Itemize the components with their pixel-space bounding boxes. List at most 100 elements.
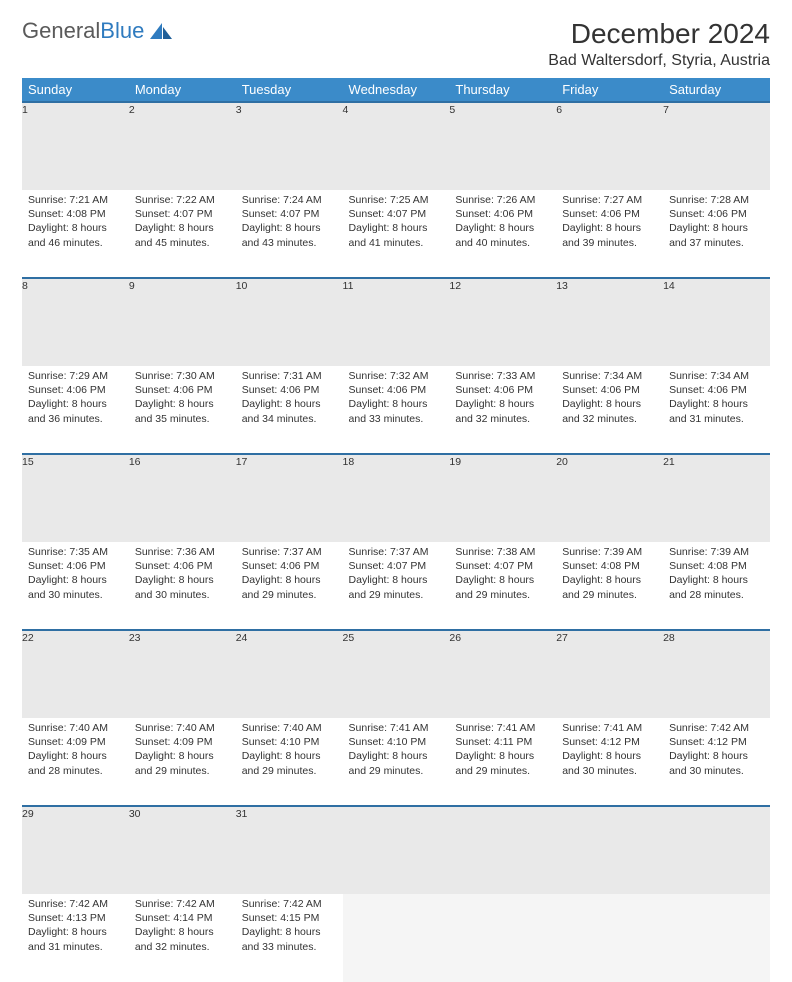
daylight-line: Daylight: 8 hours and 32 minutes. [562, 397, 657, 425]
day-cell: Sunrise: 7:42 AMSunset: 4:14 PMDaylight:… [129, 894, 236, 982]
day-cell: Sunrise: 7:39 AMSunset: 4:08 PMDaylight:… [663, 542, 770, 630]
day-number: 18 [343, 454, 450, 542]
sunset-line: Sunset: 4:10 PM [242, 735, 337, 749]
sunrise-line: Sunrise: 7:40 AM [242, 721, 337, 735]
day-cell [556, 894, 663, 982]
day-cell [449, 894, 556, 982]
daynum-row: 15161718192021 [22, 454, 770, 542]
sunset-line: Sunset: 4:06 PM [28, 383, 123, 397]
daylight-line: Daylight: 8 hours and 37 minutes. [669, 221, 764, 249]
sunrise-line: Sunrise: 7:27 AM [562, 193, 657, 207]
sunset-line: Sunset: 4:11 PM [455, 735, 550, 749]
daylight-line: Daylight: 8 hours and 29 minutes. [242, 573, 337, 601]
day-cell: Sunrise: 7:34 AMSunset: 4:06 PMDaylight:… [663, 366, 770, 454]
sunset-line: Sunset: 4:15 PM [242, 911, 337, 925]
day-cell: Sunrise: 7:33 AMSunset: 4:06 PMDaylight:… [449, 366, 556, 454]
day-number: 21 [663, 454, 770, 542]
day-cell: Sunrise: 7:40 AMSunset: 4:09 PMDaylight:… [129, 718, 236, 806]
cell-body: Sunrise: 7:28 AMSunset: 4:06 PMDaylight:… [663, 190, 770, 256]
cell-body: Sunrise: 7:40 AMSunset: 4:09 PMDaylight:… [22, 718, 129, 784]
day-number: 26 [449, 630, 556, 718]
brand-part2: Blue [100, 18, 144, 44]
cell-body: Sunrise: 7:30 AMSunset: 4:06 PMDaylight:… [129, 366, 236, 432]
day-number: 29 [22, 806, 129, 894]
sunset-line: Sunset: 4:06 PM [242, 383, 337, 397]
sunset-line: Sunset: 4:06 PM [669, 207, 764, 221]
sunset-line: Sunset: 4:07 PM [349, 559, 444, 573]
day-number: 6 [556, 102, 663, 190]
daynum-row: 293031 [22, 806, 770, 894]
daylight-line: Daylight: 8 hours and 41 minutes. [349, 221, 444, 249]
daylight-line: Daylight: 8 hours and 30 minutes. [562, 749, 657, 777]
sunrise-line: Sunrise: 7:34 AM [669, 369, 764, 383]
sunrise-line: Sunrise: 7:25 AM [349, 193, 444, 207]
sunset-line: Sunset: 4:07 PM [455, 559, 550, 573]
day-cell: Sunrise: 7:42 AMSunset: 4:15 PMDaylight:… [236, 894, 343, 982]
cell-body: Sunrise: 7:26 AMSunset: 4:06 PMDaylight:… [449, 190, 556, 256]
cell-body: Sunrise: 7:37 AMSunset: 4:06 PMDaylight:… [236, 542, 343, 608]
sunset-line: Sunset: 4:06 PM [242, 559, 337, 573]
cell-body: Sunrise: 7:42 AMSunset: 4:15 PMDaylight:… [236, 894, 343, 960]
daylight-line: Daylight: 8 hours and 32 minutes. [135, 925, 230, 953]
day-cell: Sunrise: 7:41 AMSunset: 4:12 PMDaylight:… [556, 718, 663, 806]
sunrise-line: Sunrise: 7:28 AM [669, 193, 764, 207]
day-cell: Sunrise: 7:39 AMSunset: 4:08 PMDaylight:… [556, 542, 663, 630]
daylight-line: Daylight: 8 hours and 40 minutes. [455, 221, 550, 249]
cell-body: Sunrise: 7:21 AMSunset: 4:08 PMDaylight:… [22, 190, 129, 256]
cell-body: Sunrise: 7:39 AMSunset: 4:08 PMDaylight:… [663, 542, 770, 608]
daylight-line: Daylight: 8 hours and 29 minutes. [349, 573, 444, 601]
day-cell: Sunrise: 7:25 AMSunset: 4:07 PMDaylight:… [343, 190, 450, 278]
day-number [556, 806, 663, 894]
sunrise-line: Sunrise: 7:38 AM [455, 545, 550, 559]
sunset-line: Sunset: 4:09 PM [135, 735, 230, 749]
sunset-line: Sunset: 4:10 PM [349, 735, 444, 749]
daylight-line: Daylight: 8 hours and 39 minutes. [562, 221, 657, 249]
sunset-line: Sunset: 4:06 PM [455, 207, 550, 221]
day-header-row: SundayMondayTuesdayWednesdayThursdayFrid… [22, 78, 770, 102]
sunset-line: Sunset: 4:06 PM [562, 207, 657, 221]
cell-body: Sunrise: 7:34 AMSunset: 4:06 PMDaylight:… [556, 366, 663, 432]
daylight-line: Daylight: 8 hours and 29 minutes. [455, 749, 550, 777]
cell-body: Sunrise: 7:31 AMSunset: 4:06 PMDaylight:… [236, 366, 343, 432]
cell-body: Sunrise: 7:41 AMSunset: 4:11 PMDaylight:… [449, 718, 556, 784]
cell-body: Sunrise: 7:42 AMSunset: 4:13 PMDaylight:… [22, 894, 129, 960]
cell-body: Sunrise: 7:41 AMSunset: 4:12 PMDaylight:… [556, 718, 663, 784]
sunset-line: Sunset: 4:14 PM [135, 911, 230, 925]
daynum-row: 891011121314 [22, 278, 770, 366]
day-cell [343, 894, 450, 982]
cell-body: Sunrise: 7:34 AMSunset: 4:06 PMDaylight:… [663, 366, 770, 432]
day-cell: Sunrise: 7:29 AMSunset: 4:06 PMDaylight:… [22, 366, 129, 454]
day-number: 16 [129, 454, 236, 542]
day-number [449, 806, 556, 894]
sunrise-line: Sunrise: 7:29 AM [28, 369, 123, 383]
day-cell: Sunrise: 7:37 AMSunset: 4:06 PMDaylight:… [236, 542, 343, 630]
day-cell: Sunrise: 7:37 AMSunset: 4:07 PMDaylight:… [343, 542, 450, 630]
week-row: Sunrise: 7:40 AMSunset: 4:09 PMDaylight:… [22, 718, 770, 806]
day-cell: Sunrise: 7:42 AMSunset: 4:13 PMDaylight:… [22, 894, 129, 982]
cell-body: Sunrise: 7:39 AMSunset: 4:08 PMDaylight:… [556, 542, 663, 608]
daylight-line: Daylight: 8 hours and 34 minutes. [242, 397, 337, 425]
daylight-line: Daylight: 8 hours and 30 minutes. [135, 573, 230, 601]
sunset-line: Sunset: 4:06 PM [135, 559, 230, 573]
sunrise-line: Sunrise: 7:39 AM [562, 545, 657, 559]
day-number: 31 [236, 806, 343, 894]
cell-body: Sunrise: 7:37 AMSunset: 4:07 PMDaylight:… [343, 542, 450, 608]
daylight-line: Daylight: 8 hours and 29 minutes. [135, 749, 230, 777]
cell-body: Sunrise: 7:40 AMSunset: 4:09 PMDaylight:… [129, 718, 236, 784]
location: Bad Waltersdorf, Styria, Austria [548, 52, 770, 70]
day-header: Thursday [449, 78, 556, 102]
cell-body: Sunrise: 7:36 AMSunset: 4:06 PMDaylight:… [129, 542, 236, 608]
daylight-line: Daylight: 8 hours and 28 minutes. [669, 573, 764, 601]
cell-body: Sunrise: 7:32 AMSunset: 4:06 PMDaylight:… [343, 366, 450, 432]
sunset-line: Sunset: 4:07 PM [349, 207, 444, 221]
day-number: 2 [129, 102, 236, 190]
day-cell: Sunrise: 7:35 AMSunset: 4:06 PMDaylight:… [22, 542, 129, 630]
cell-body: Sunrise: 7:42 AMSunset: 4:14 PMDaylight:… [129, 894, 236, 960]
day-number: 27 [556, 630, 663, 718]
sunset-line: Sunset: 4:08 PM [28, 207, 123, 221]
day-cell: Sunrise: 7:34 AMSunset: 4:06 PMDaylight:… [556, 366, 663, 454]
day-header: Tuesday [236, 78, 343, 102]
week-row: Sunrise: 7:35 AMSunset: 4:06 PMDaylight:… [22, 542, 770, 630]
sunset-line: Sunset: 4:13 PM [28, 911, 123, 925]
day-cell: Sunrise: 7:40 AMSunset: 4:09 PMDaylight:… [22, 718, 129, 806]
